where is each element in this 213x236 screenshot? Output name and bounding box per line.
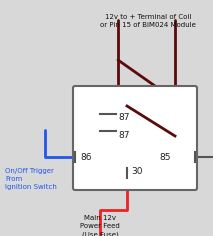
Text: Main 12v
Power Feed
(Use Fuse): Main 12v Power Feed (Use Fuse)	[80, 215, 120, 236]
Text: On/Off Trigger
From
Ignition Switch: On/Off Trigger From Ignition Switch	[5, 168, 57, 190]
Text: 86: 86	[80, 153, 92, 163]
Text: 87: 87	[118, 131, 130, 139]
Text: 87: 87	[118, 113, 130, 122]
Text: 30: 30	[131, 168, 142, 177]
FancyBboxPatch shape	[73, 86, 197, 190]
Text: 12v to + Terminal of Coil
or Pin 15 of BiM024 Module: 12v to + Terminal of Coil or Pin 15 of B…	[100, 14, 196, 28]
Text: 85: 85	[159, 153, 170, 163]
